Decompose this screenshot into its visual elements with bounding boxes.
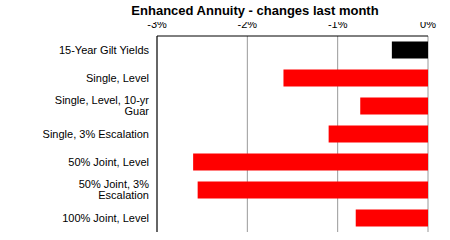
- svg-text:Single, 3% Escalation: Single, 3% Escalation: [43, 128, 149, 140]
- svg-text:Single, Level: Single, Level: [86, 72, 149, 84]
- svg-text:Single, Level, 10-yrGuar: Single, Level, 10-yrGuar: [55, 94, 149, 117]
- svg-text:50% Joint, Level: 50% Joint, Level: [68, 156, 149, 168]
- svg-text:-2%: -2%: [238, 22, 258, 30]
- svg-text:-1%: -1%: [328, 22, 348, 30]
- svg-text:15-Year Gilt Yields: 15-Year Gilt Yields: [59, 44, 150, 56]
- svg-text:0%: 0%: [420, 22, 436, 30]
- svg-text:50% Joint, 3%Escalation: 50% Joint, 3%Escalation: [79, 178, 150, 201]
- svg-text:100% Joint, Level: 100% Joint, Level: [62, 212, 149, 224]
- html-text:Enhanced Annuity - changes las: Enhanced Annuity - changes last month: [131, 3, 379, 18]
- svg-text:-3%: -3%: [147, 22, 167, 30]
